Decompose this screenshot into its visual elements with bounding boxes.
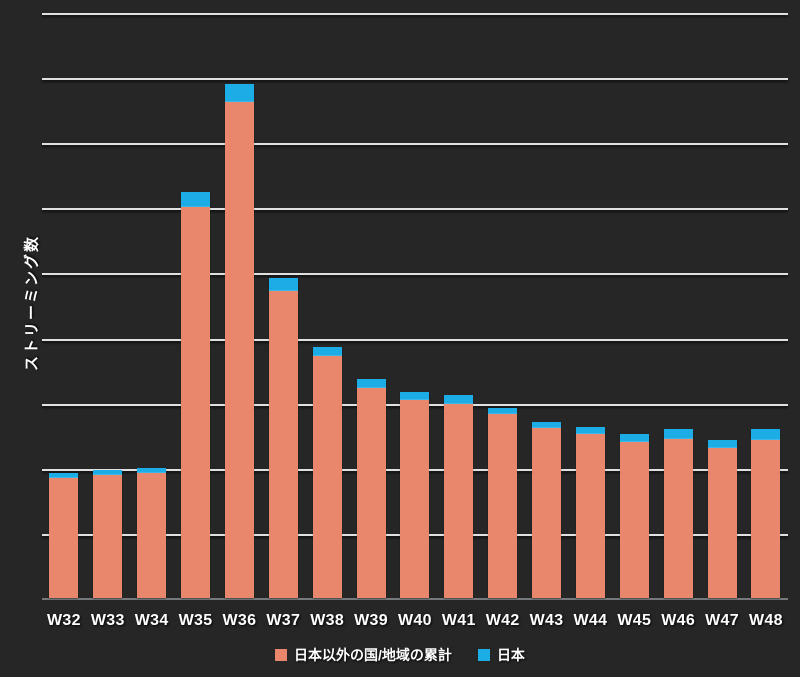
bars: [42, 13, 788, 598]
bar-segment-japan[interactable]: [400, 391, 430, 401]
bar-segment-other[interactable]: [444, 404, 474, 598]
bar-segment-other[interactable]: [488, 414, 518, 598]
y-axis-label: ストリーミング数: [23, 234, 41, 372]
gridline: [42, 273, 788, 276]
gridline: [42, 338, 788, 341]
x-tick-label: W44: [573, 612, 608, 629]
bar-segment-other[interactable]: [751, 440, 781, 598]
legend-swatch-japan-icon: [477, 649, 490, 661]
bar-segment-japan[interactable]: [312, 347, 342, 356]
bar-segment-japan[interactable]: [663, 429, 693, 439]
bar-w37[interactable]: [261, 13, 305, 598]
x-axis-labels: W32 W33 W34 W35 W36 W37 W38 W39 W40 W41 W42 W43 W44 W…: [42, 610, 788, 632]
x-tick-label: W47: [705, 612, 739, 629]
bar-w43[interactable]: [525, 13, 569, 598]
x-tick-label: W32: [47, 612, 81, 629]
bar-w39[interactable]: [349, 13, 393, 598]
bar-w34[interactable]: [130, 13, 174, 598]
bar-w35[interactable]: [174, 13, 218, 598]
bar-segment-japan[interactable]: [707, 439, 737, 449]
x-tick-label: W45: [617, 612, 652, 629]
legend-item-japan[interactable]: 日本: [477, 645, 525, 665]
legend-label-japan: 日本: [496, 647, 525, 663]
gridline: [42, 13, 788, 15]
bar-w47[interactable]: [700, 13, 744, 598]
bar-segment-japan[interactable]: [575, 427, 605, 434]
bar-segment-other[interactable]: [181, 206, 211, 598]
x-tick-label: W33: [90, 612, 125, 629]
bar-segment-other[interactable]: [93, 474, 123, 598]
x-axis-line: [42, 598, 788, 600]
bar-segment-other[interactable]: [49, 478, 79, 598]
bar-segment-japan[interactable]: [49, 473, 79, 479]
legend: 日本以外の国/地域の累計 日本: [0, 644, 800, 666]
legend-swatch-other-icon: [275, 649, 288, 661]
bar-segment-other[interactable]: [707, 448, 737, 598]
bar-segment-japan[interactable]: [356, 378, 386, 389]
bar-segment-japan[interactable]: [137, 468, 167, 473]
bar-segment-other[interactable]: [137, 473, 167, 598]
bar-w40[interactable]: [393, 13, 437, 598]
bar-w45[interactable]: [612, 13, 656, 598]
bar-w48[interactable]: [744, 13, 788, 598]
x-tick-label: W46: [661, 612, 696, 629]
bar-segment-other[interactable]: [400, 400, 430, 598]
bar-segment-other[interactable]: [663, 438, 693, 598]
bar-segment-japan[interactable]: [619, 433, 649, 443]
bar-w44[interactable]: [569, 13, 613, 598]
bar-segment-other[interactable]: [268, 290, 298, 598]
bar-segment-other[interactable]: [356, 388, 386, 598]
x-tick-label: W40: [398, 612, 432, 629]
bar-segment-japan[interactable]: [181, 192, 211, 207]
x-tick-label: W48: [749, 612, 783, 629]
bar-segment-japan[interactable]: [224, 83, 254, 102]
x-tick-label: W36: [222, 612, 257, 629]
bar-w46[interactable]: [656, 13, 700, 598]
bar-segment-other[interactable]: [619, 442, 649, 598]
plot-area: [42, 13, 788, 600]
bar-w38[interactable]: [305, 13, 349, 598]
bar-segment-japan[interactable]: [268, 278, 298, 291]
bar-segment-japan[interactable]: [444, 394, 474, 404]
x-tick-label: W35: [178, 612, 213, 629]
x-tick-label: W38: [310, 612, 345, 629]
bar-segment-japan[interactable]: [751, 429, 781, 441]
bar-segment-other[interactable]: [312, 355, 342, 598]
bar-segment-japan[interactable]: [532, 421, 562, 429]
bar-segment-other[interactable]: [224, 101, 254, 598]
bar-w42[interactable]: [481, 13, 525, 598]
bar-segment-other[interactable]: [532, 428, 562, 598]
x-tick-label: W41: [441, 612, 476, 629]
bar-segment-japan[interactable]: [488, 407, 518, 415]
gridline: [42, 143, 788, 146]
x-tick-label: W34: [134, 612, 169, 629]
bar-segment-japan[interactable]: [93, 469, 123, 475]
bar-w32[interactable]: [42, 13, 86, 598]
bar-w41[interactable]: [437, 13, 481, 598]
bar-w36[interactable]: [218, 13, 262, 598]
x-tick-label: W39: [354, 612, 388, 629]
gridline: [42, 208, 788, 211]
gridline: [42, 78, 788, 81]
legend-label-other: 日本以外の国/地域の累計: [294, 647, 452, 663]
bar-w33[interactable]: [86, 13, 130, 598]
x-tick-label: W37: [266, 612, 301, 629]
x-tick-label: W43: [529, 612, 564, 629]
x-tick-label: W42: [485, 612, 520, 629]
legend-item-other[interactable]: 日本以外の国/地域の累計: [275, 645, 452, 665]
bar-segment-other[interactable]: [575, 433, 605, 598]
